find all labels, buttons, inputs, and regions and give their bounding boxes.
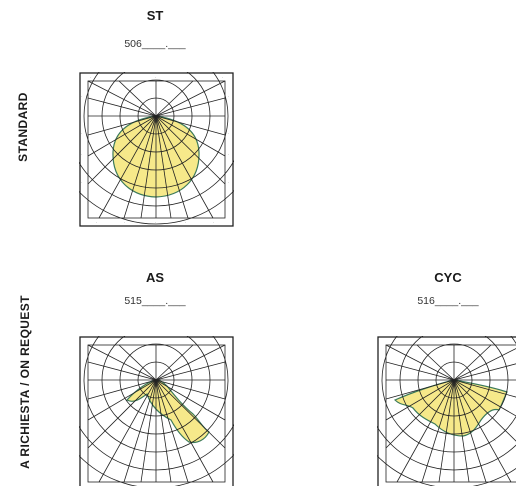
product-code-cyc: 516____.___ (417, 295, 479, 307)
product-title-cyc: CYC (434, 270, 462, 285)
product-code-as: 515____.___ (124, 295, 186, 307)
svg-text:·: · (90, 76, 91, 80)
row-label-on-request: A RICHIESTA / ON REQUEST (18, 295, 32, 469)
svg-text:·: · (228, 181, 229, 185)
svg-text:·: · (81, 132, 82, 136)
svg-text:·: · (222, 76, 223, 80)
polar-grid-as (79, 336, 234, 486)
svg-text:·: · (228, 132, 229, 136)
polar-grid-st (79, 72, 234, 225)
svg-text:·: · (81, 153, 82, 157)
svg-text:·: · (96, 221, 97, 225)
svg-text:·: · (155, 76, 156, 80)
polar-diagram-as (79, 336, 234, 486)
polar-grid-cyc (377, 336, 516, 486)
svg-text:·: · (228, 95, 229, 99)
product-title-as: AS (145, 270, 165, 285)
product-title-st: ST (146, 8, 164, 23)
polar-grid-ticks-st: · · · · · · · · · · · · · · · · (81, 76, 229, 225)
product-code-st: 506____.___ (124, 38, 186, 50)
polar-diagram-cyc (377, 336, 516, 486)
row-label-standard: STANDARD (16, 92, 30, 162)
svg-text:·: · (155, 221, 156, 225)
svg-text:·: · (81, 181, 82, 185)
svg-text:·: · (185, 221, 186, 225)
svg-text:·: · (213, 221, 214, 225)
polar-diagram-st: · · · · · · · · · · · · · · · · (79, 72, 234, 227)
svg-text:·: · (124, 221, 125, 225)
light-distribution-cyc (393, 379, 508, 437)
svg-text:·: · (228, 153, 229, 157)
light-distribution-as (126, 379, 210, 444)
svg-text:·: · (81, 95, 82, 99)
